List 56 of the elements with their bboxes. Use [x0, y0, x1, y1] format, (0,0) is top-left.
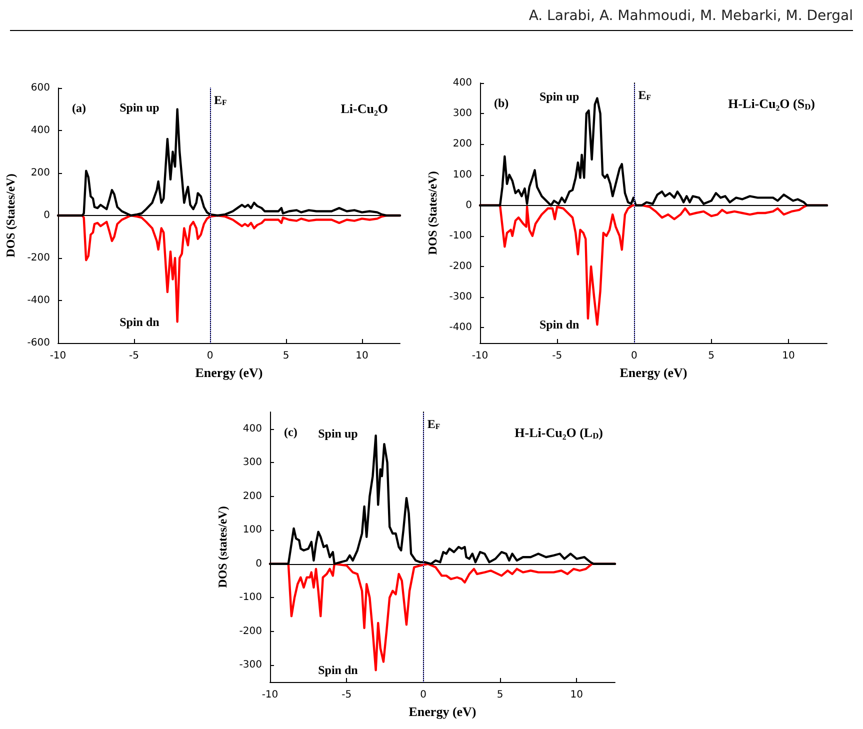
- y-tick-label: -200: [27, 252, 50, 264]
- y-tick-label: 100: [242, 524, 262, 536]
- series-label: Spin dn: [540, 318, 580, 332]
- y-tick-label: 100: [452, 169, 472, 180]
- x-tick-label: -10: [472, 350, 488, 362]
- y-tick-label: 0: [466, 200, 472, 211]
- y-tick-label: -200: [239, 626, 262, 637]
- y-tick-label: 0: [256, 558, 262, 570]
- y-tick-label: 0: [44, 210, 50, 221]
- y-tick-label: -600: [27, 338, 50, 348]
- y-tick-label: -300: [239, 660, 262, 671]
- x-tick-label: -10: [50, 350, 66, 362]
- series-label: Spin up: [120, 100, 160, 114]
- x-tick-label: 10: [356, 350, 368, 362]
- y-tick-label: -100: [449, 230, 472, 242]
- series-label: Spin dn: [120, 314, 160, 329]
- x-tick-label: -5: [129, 350, 139, 362]
- x-tick-label: 0: [420, 690, 427, 700]
- y-tick-label: 200: [30, 168, 50, 178]
- x-tick-label: 5: [496, 690, 504, 700]
- annotation: (c): [284, 425, 298, 439]
- x-axis-title: Energy (eV): [620, 364, 688, 380]
- y-axis-title: DOS (states/eV): [215, 506, 230, 588]
- y-tick-label: 300: [242, 457, 262, 468]
- x-tick-label: 0: [631, 350, 638, 362]
- y-tick-label: -300: [449, 292, 472, 303]
- y-tick-label: 300: [452, 108, 472, 120]
- annotation: (b): [494, 96, 509, 110]
- y-tick-label: -400: [27, 295, 50, 306]
- y-tick-label: -200: [449, 261, 472, 272]
- y-tick-label: -100: [239, 592, 262, 604]
- y-tick-label: 200: [452, 138, 472, 150]
- annotation: (a): [72, 101, 86, 115]
- y-tick-label: 400: [30, 125, 50, 136]
- series-label: Spin up: [540, 89, 580, 104]
- y-tick-label: 600: [30, 82, 50, 94]
- x-tick-label: 5: [708, 350, 715, 362]
- text: Li-Cu₂O: [340, 101, 388, 116]
- x-tick-label: -10: [262, 690, 278, 700]
- x-tick-label: 0: [206, 350, 214, 362]
- series-label: Spin dn: [318, 663, 358, 678]
- x-tick-label: -5: [342, 690, 352, 700]
- x-tick-label: 10: [782, 350, 795, 362]
- text: A. Larabi, A. Mahmoudi, M. Mebarki, M. Dergal: [10, 8, 853, 31]
- y-tick-label: -400: [449, 322, 472, 334]
- y-axis-title: DOS (States/eV): [425, 171, 440, 255]
- x-axis-title: Energy (eV): [408, 704, 476, 719]
- y-axis-title: DOS (States/eV): [3, 174, 18, 258]
- x-axis-title: Energy (eV): [195, 364, 263, 380]
- series-label: Spin up: [318, 426, 358, 441]
- y-tick-label: 400: [452, 78, 472, 88]
- x-tick-label: 10: [570, 690, 584, 700]
- x-tick-label: 5: [282, 350, 290, 362]
- x-tick-label: -5: [552, 350, 562, 362]
- y-tick-label: 200: [242, 490, 262, 502]
- y-tick-label: 400: [242, 423, 262, 434]
